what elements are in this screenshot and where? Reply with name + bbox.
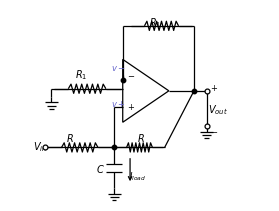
Text: $C$: $C$ [96, 164, 105, 175]
Text: $+$: $+$ [127, 101, 135, 112]
Text: $V_{out}$: $V_{out}$ [208, 103, 228, 117]
Text: $+$: $+$ [210, 83, 218, 93]
Text: $v-$: $v-$ [111, 64, 126, 73]
Text: $R$: $R$ [137, 132, 145, 144]
Text: $R_1$: $R_1$ [149, 16, 162, 30]
Text: $R_1$: $R_1$ [74, 68, 87, 82]
Text: $I_{load}$: $I_{load}$ [129, 170, 146, 183]
Text: $v+$: $v+$ [111, 99, 126, 110]
Text: $R$: $R$ [66, 132, 74, 144]
Text: $V_{in}$: $V_{in}$ [33, 141, 47, 154]
Text: $-$: $-$ [127, 71, 135, 80]
Text: $-$: $-$ [210, 127, 218, 135]
